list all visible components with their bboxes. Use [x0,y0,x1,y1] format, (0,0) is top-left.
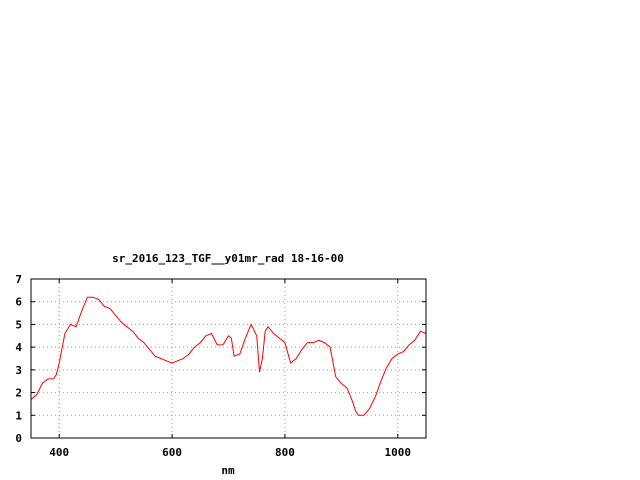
y-tick-label: 2 [15,387,22,400]
y-tick-label: 5 [15,318,22,331]
y-tick-label: 6 [15,296,22,309]
x-tick-label: 1000 [385,446,412,459]
y-tick-label: 4 [15,341,22,354]
tick-labels: 0 1 2 3 4 5 6 7 400 600 800 1000 [15,273,411,459]
x-axis-label: nm [221,464,235,477]
chart-title: sr_2016_123_TGF__y01mr_rad 18-16-00 [112,252,344,265]
grid [31,279,426,438]
series-line [30,296,427,416]
y-tick-label: 0 [15,432,22,445]
x-tick-label: 600 [162,446,182,459]
y-tick-label: 3 [15,364,22,377]
plot-frame [30,278,427,439]
x-tick-label: 800 [275,446,295,459]
y-tick-label: 7 [15,273,22,286]
y-tick-label: 1 [15,409,22,422]
axis-ticks [31,278,426,439]
x-tick-label: 400 [49,446,69,459]
